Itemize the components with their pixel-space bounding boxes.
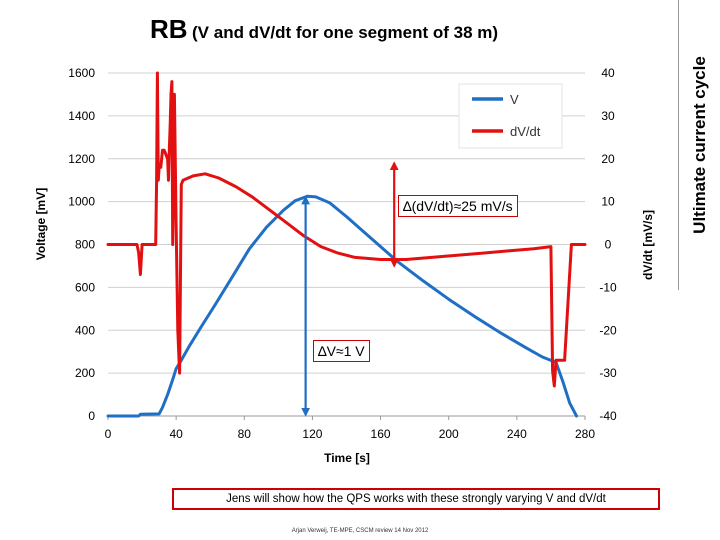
y-tick-label: 1600 [68, 66, 95, 80]
y-axis-title: Voltage [mV] [34, 188, 48, 260]
title-sub: (V and dV/dt for one segment of 38 m) [192, 23, 499, 42]
y2-tick-label: -40 [599, 409, 617, 423]
y2-tick-label: 40 [601, 66, 615, 80]
x-axis-title: Time [s] [324, 451, 370, 465]
axes: 02004006008001000120014001600-40-30-20-1… [68, 66, 617, 441]
legend-label-dvdt: dV/dt [510, 124, 541, 139]
x-tick-label: 280 [575, 427, 595, 441]
y2-tick-label: 20 [601, 152, 615, 166]
y2-tick-label: -10 [599, 280, 617, 294]
x-tick-label: 240 [507, 427, 527, 441]
x-tick-label: 40 [169, 427, 183, 441]
sidebar-panel: Ultimate current cycle [678, 0, 720, 290]
title-main: RB [150, 14, 188, 44]
y-tick-label: 1200 [68, 152, 95, 166]
dvdt-annotation: ∆(dV/dt)≈25 mV/s [398, 195, 518, 217]
y-tick-label: 1400 [68, 109, 95, 123]
annotation-arrows [301, 161, 399, 417]
voltage-annotation: ∆V≈1 V [313, 340, 370, 362]
x-tick-label: 0 [105, 427, 112, 441]
y2-tick-label: 10 [601, 195, 615, 209]
series-dvdt-line [106, 71, 587, 388]
legend-box [458, 83, 563, 149]
legend: V dV/dt [458, 83, 563, 149]
y2-tick-label: 0 [605, 238, 612, 252]
x-tick-label: 80 [238, 427, 252, 441]
y2-axis-title: dV/dt [mV/s] [641, 210, 655, 280]
slide-title: RB (V and dV/dt for one segment of 38 m) [150, 14, 498, 45]
footer-credit: Arjan Verweij, TE-MPE, CSCM review 14 No… [291, 528, 429, 534]
y2-tick-label: 30 [601, 109, 615, 123]
x-tick-label: 200 [439, 427, 459, 441]
y2-tick-label: -20 [599, 323, 617, 337]
y-tick-label: 0 [88, 409, 95, 423]
y-tick-label: 400 [75, 323, 95, 337]
y2-tick-label: -30 [599, 366, 617, 380]
y-tick-label: 1000 [68, 195, 95, 209]
x-tick-label: 120 [302, 427, 322, 441]
y-tick-label: 800 [75, 238, 95, 252]
x-tick-label: 160 [371, 427, 391, 441]
note-box: Jens will show how the QPS works with th… [172, 488, 660, 510]
legend-label-v: V [510, 92, 519, 107]
y-tick-label: 600 [75, 280, 95, 294]
y-tick-label: 200 [75, 366, 95, 380]
